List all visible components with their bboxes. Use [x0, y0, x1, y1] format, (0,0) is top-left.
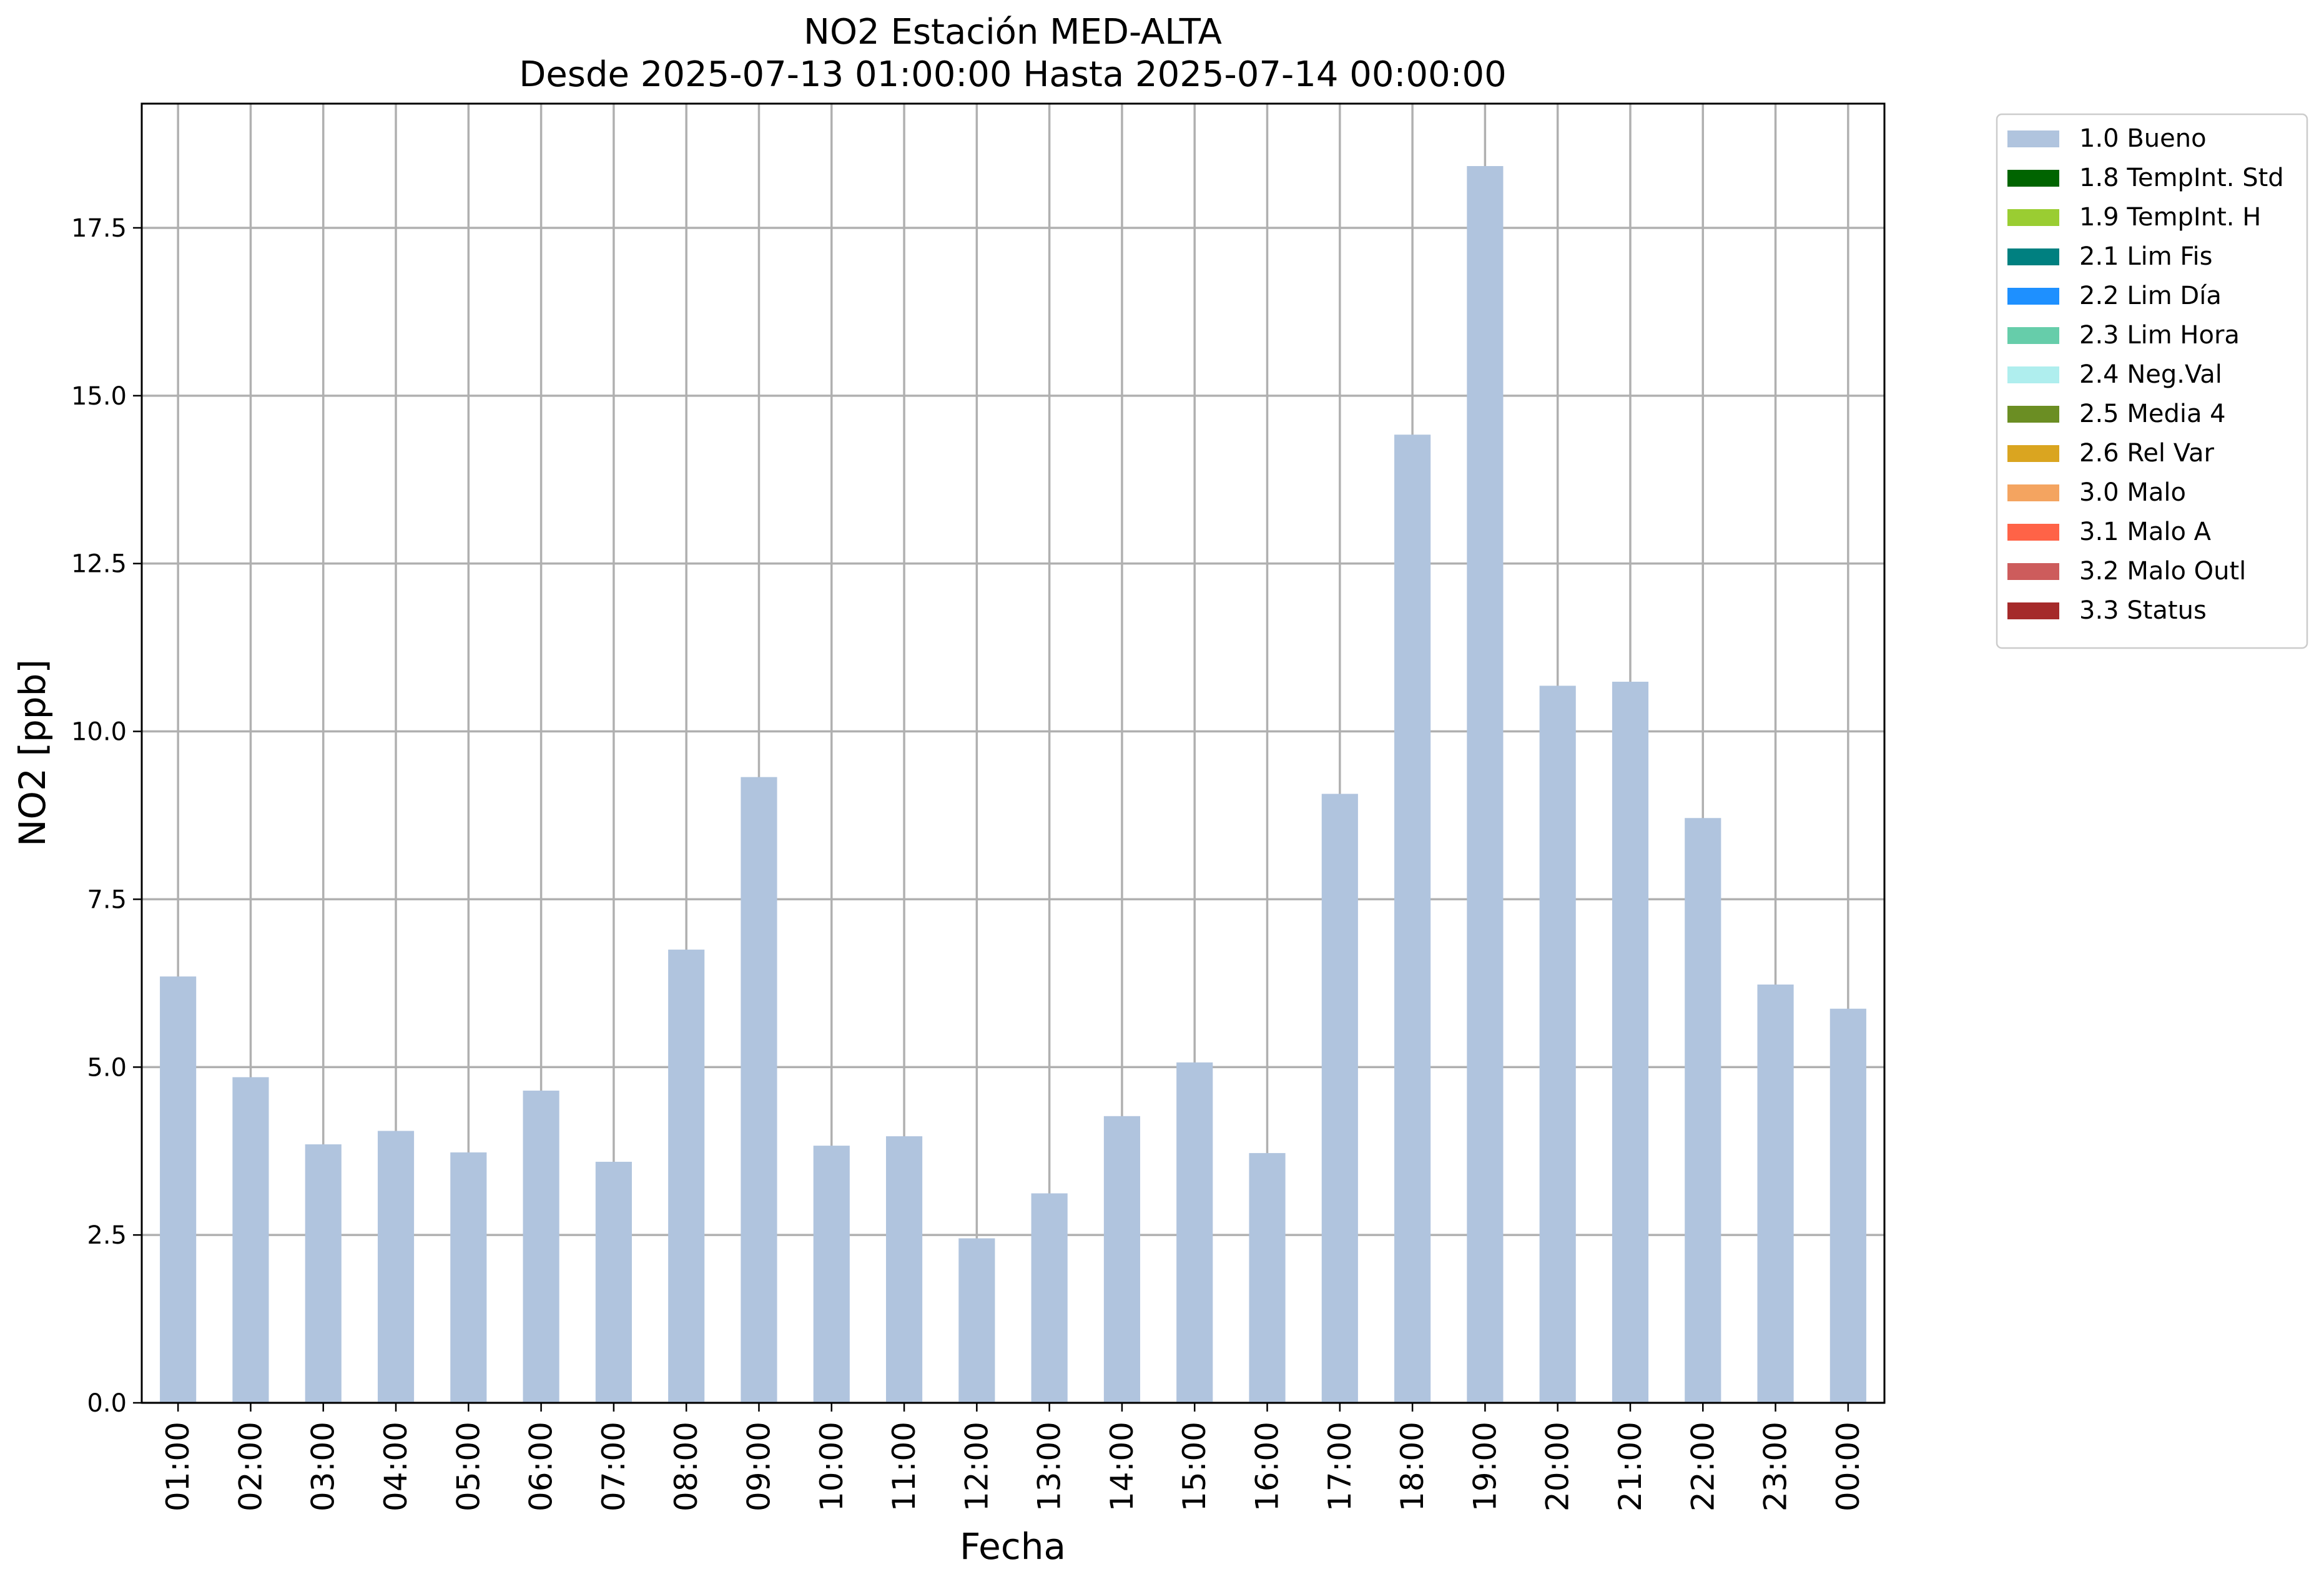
x-tick-label: 13:00	[1032, 1422, 1068, 1511]
x-tick-label: 00:00	[1830, 1422, 1866, 1511]
legend-label: 3.2 Malo Outl	[2079, 557, 2246, 586]
y-tick-label: 7.5	[87, 885, 127, 914]
bar-1500	[1176, 1062, 1213, 1403]
bar-1200	[958, 1238, 995, 1403]
legend-swatch	[2007, 602, 2059, 619]
bar-0200	[232, 1077, 269, 1403]
y-tick-label: 17.5	[71, 214, 127, 243]
x-tick-label: 23:00	[1758, 1422, 1794, 1511]
bar-0400	[377, 1131, 415, 1403]
bar-1000	[813, 1146, 850, 1403]
x-tick-label: 16:00	[1249, 1422, 1286, 1511]
y-axis-label: NO2 [ppb]	[11, 659, 54, 847]
bar-0800	[668, 950, 705, 1403]
bar-2000	[1539, 685, 1576, 1403]
legend-label: 2.6 Rel Var	[2079, 439, 2215, 468]
bar-1900	[1467, 166, 1504, 1403]
x-tick-label: 08:00	[668, 1422, 704, 1511]
x-tick-label: 09:00	[741, 1422, 777, 1511]
x-tick-label: 06:00	[523, 1422, 559, 1511]
y-tick-label: 0.0	[87, 1389, 127, 1418]
legend-label: 3.3 Status	[2079, 596, 2207, 625]
legend-swatch	[2007, 563, 2059, 580]
bar-0900	[741, 777, 777, 1403]
x-tick-label: 22:00	[1685, 1422, 1721, 1511]
x-tick-label: 18:00	[1394, 1422, 1430, 1511]
x-tick-label: 21:00	[1612, 1422, 1648, 1511]
bar-1600	[1249, 1152, 1286, 1403]
bar-0500	[450, 1152, 487, 1403]
x-tick-label: 07:00	[596, 1422, 632, 1511]
x-tick-label: 01:00	[160, 1422, 196, 1511]
x-tick-label: 19:00	[1467, 1422, 1503, 1511]
legend-frame	[1996, 113, 2308, 649]
x-tick-label: 14:00	[1104, 1422, 1140, 1511]
x-tick-label: 02:00	[232, 1422, 268, 1511]
bar-0300	[305, 1144, 342, 1403]
x-tick-label: 17:00	[1322, 1422, 1358, 1511]
bar-1800	[1394, 435, 1431, 1403]
bar-0100	[160, 976, 197, 1403]
x-tick-label: 04:00	[378, 1422, 414, 1511]
legend-label: 2.5 Media 4	[2079, 400, 2226, 428]
legend-swatch	[2007, 327, 2059, 344]
legend-swatch	[2007, 209, 2059, 226]
legend-label: 2.1 Lim Fis	[2079, 242, 2212, 271]
bar-0000	[1829, 1008, 1866, 1403]
y-tick-label: 10.0	[71, 718, 127, 747]
bar-2300	[1757, 984, 1794, 1403]
legend: 1.0 Bueno 1.8 TempInt. Std 1.9 TempInt. H 2…	[1996, 113, 2308, 649]
x-tick-label: 15:00	[1176, 1422, 1213, 1511]
plot-frame	[140, 102, 1886, 1404]
legend-label: 2.2 Lim Día	[2079, 282, 2222, 310]
y-tick-label: 12.5	[71, 550, 127, 579]
bar-1700	[1321, 793, 1358, 1403]
legend-swatch	[2007, 406, 2059, 423]
x-tick-label: 03:00	[305, 1422, 342, 1511]
legend-swatch	[2007, 130, 2059, 147]
y-tick-label: 15.0	[71, 382, 127, 411]
bar-0600	[523, 1090, 559, 1403]
y-tick-label: 5.0	[87, 1053, 127, 1082]
legend-swatch	[2007, 445, 2059, 462]
x-tick-label: 12:00	[958, 1422, 995, 1511]
chart-subtitle: Desde 2025-07-13 01:00:00 Hasta 2025-07-…	[519, 54, 1507, 95]
bar-2200	[1685, 818, 1721, 1403]
legend-label: 3.0 Malo	[2079, 478, 2186, 507]
legend-label: 3.1 Malo A	[2079, 518, 2212, 546]
x-tick-label: 05:00	[450, 1422, 486, 1511]
legend-swatch	[2007, 288, 2059, 305]
legend-label: 1.9 TempInt. H	[2079, 203, 2261, 232]
x-axis-label: Fecha	[960, 1525, 1066, 1568]
x-tick-label: 10:00	[814, 1422, 850, 1511]
chart-title: NO2 Estación MED-ALTA	[804, 12, 1222, 52]
bar-1400	[1103, 1116, 1141, 1403]
bars	[160, 166, 1866, 1403]
legend-label: 1.8 TempInt. Std	[2079, 164, 2284, 192]
legend-swatch	[2007, 524, 2059, 541]
x-tick-label: 20:00	[1540, 1422, 1576, 1511]
y-tick-label: 2.5	[87, 1221, 127, 1250]
x-tick-label: 11:00	[886, 1422, 922, 1511]
bar-2100	[1612, 681, 1649, 1403]
bar-1100	[885, 1136, 923, 1403]
legend-label: 2.3 Lim Hora	[2079, 321, 2240, 350]
axis-ticks: 0.0 2.5 5.0 7.5 10.0 12.5 15.0 17.5 01:00 02:00 03…	[71, 214, 1866, 1511]
legend-swatch	[2007, 248, 2059, 265]
legend-swatch	[2007, 484, 2059, 501]
legend-swatch	[2007, 170, 2059, 187]
bar-1300	[1031, 1193, 1068, 1403]
legend-label: 1.0 Bueno	[2079, 124, 2207, 153]
bar-0700	[595, 1161, 632, 1403]
legend-swatch	[2007, 366, 2059, 383]
legend-label: 2.4 Neg.Val	[2079, 360, 2222, 389]
